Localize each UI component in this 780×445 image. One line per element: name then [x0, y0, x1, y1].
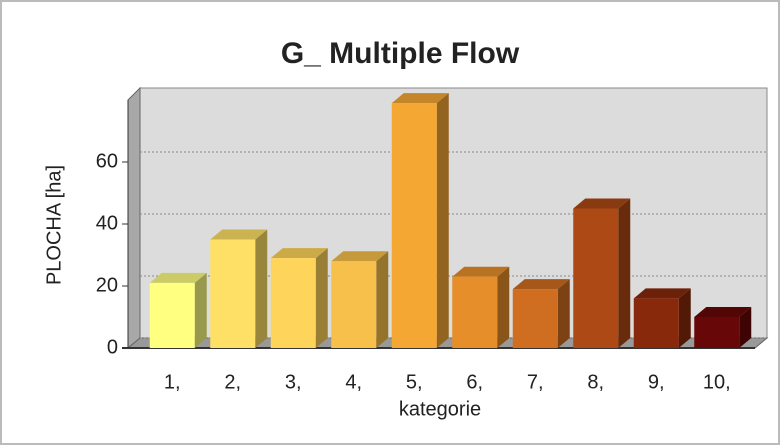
bar: [452, 276, 498, 348]
x-tick-label: 4,: [345, 371, 362, 393]
bar-side: [194, 272, 207, 348]
x-tick-label: 6,: [466, 371, 483, 393]
x-tick-label: 5,: [406, 371, 423, 393]
y-axis-label: PLOCHA [ha]: [43, 165, 65, 285]
bar-side: [376, 251, 389, 348]
bar: [573, 208, 619, 348]
bar-top: [633, 288, 691, 299]
bar: [391, 103, 437, 348]
bar: [331, 261, 377, 348]
x-tick-label: 9,: [648, 371, 665, 393]
y-tick-label: 40: [96, 212, 118, 234]
bar-side: [315, 248, 328, 348]
bar-side: [497, 266, 510, 348]
y-tick-label: 20: [96, 274, 118, 296]
bar: [149, 282, 195, 348]
bar: [512, 289, 558, 348]
x-axis-label: kategorie: [399, 398, 481, 420]
chart-title: G_ Multiple Flow: [281, 37, 520, 70]
left-wall: [127, 86, 141, 350]
x-tick-label: 7,: [527, 371, 544, 393]
bar-side: [678, 288, 691, 348]
bar: [270, 258, 316, 348]
bar-top: [331, 251, 389, 262]
bar-top: [512, 279, 570, 290]
bar-top: [149, 272, 207, 283]
y-tick-label: 0: [107, 336, 118, 358]
bar-top: [573, 198, 631, 209]
bar-side: [436, 93, 449, 348]
bar-top: [210, 229, 268, 240]
bar-side: [255, 229, 268, 348]
bar-side: [557, 279, 570, 348]
x-tick-label: 10,: [703, 371, 731, 393]
bar-side: [739, 307, 752, 348]
bar: [210, 239, 256, 348]
bar-top: [270, 248, 328, 259]
x-tick-label: 8,: [587, 371, 604, 393]
y-tick-label: 60: [96, 150, 118, 172]
x-tick-label: 2,: [224, 371, 241, 393]
x-tick-label: 3,: [285, 371, 302, 393]
bar: [633, 298, 679, 348]
bar: [694, 317, 740, 348]
bar-top: [694, 307, 752, 317]
bar-top: [452, 266, 510, 277]
x-tick-label: 1,: [164, 371, 181, 393]
bar-side: [618, 198, 631, 348]
bar-top: [391, 93, 449, 104]
